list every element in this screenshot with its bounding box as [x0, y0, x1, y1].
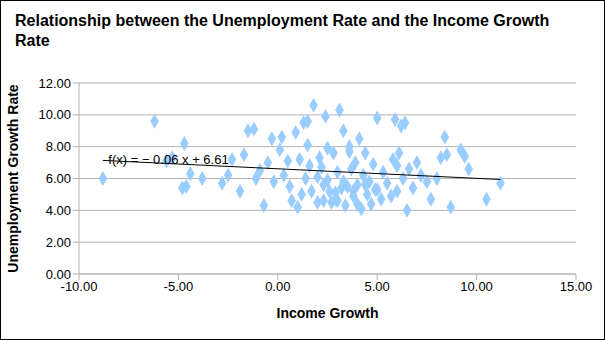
svg-text:8.00: 8.00	[46, 139, 71, 154]
svg-text:4.00: 4.00	[46, 203, 71, 218]
svg-text:12.00: 12.00	[38, 76, 71, 91]
html-text:Relationship between the Unemp: Relationship between the Unemployment Ra…	[15, 12, 550, 49]
svg-text:5.00: 5.00	[365, 279, 390, 294]
svg-text:f(x) = − 0.06 x + 6.61: f(x) = − 0.06 x + 6.61	[108, 152, 228, 167]
svg-text:0.00: 0.00	[265, 279, 290, 294]
svg-text:Unemployment Growth Rate: Unemployment Growth Rate	[8, 84, 21, 272]
svg-text:10.00: 10.00	[460, 279, 493, 294]
svg-text:6.00: 6.00	[46, 171, 71, 186]
svg-text:Income Growth: Income Growth	[277, 305, 379, 321]
svg-text:10.00: 10.00	[38, 107, 71, 122]
svg-text:2.00: 2.00	[46, 235, 71, 250]
svg-text:15.00: 15.00	[560, 279, 593, 294]
svg-text:-10.00: -10.00	[60, 279, 98, 295]
svg-text:0.00: 0.00	[46, 267, 71, 282]
svg-text:-5.00: -5.00	[164, 279, 194, 294]
